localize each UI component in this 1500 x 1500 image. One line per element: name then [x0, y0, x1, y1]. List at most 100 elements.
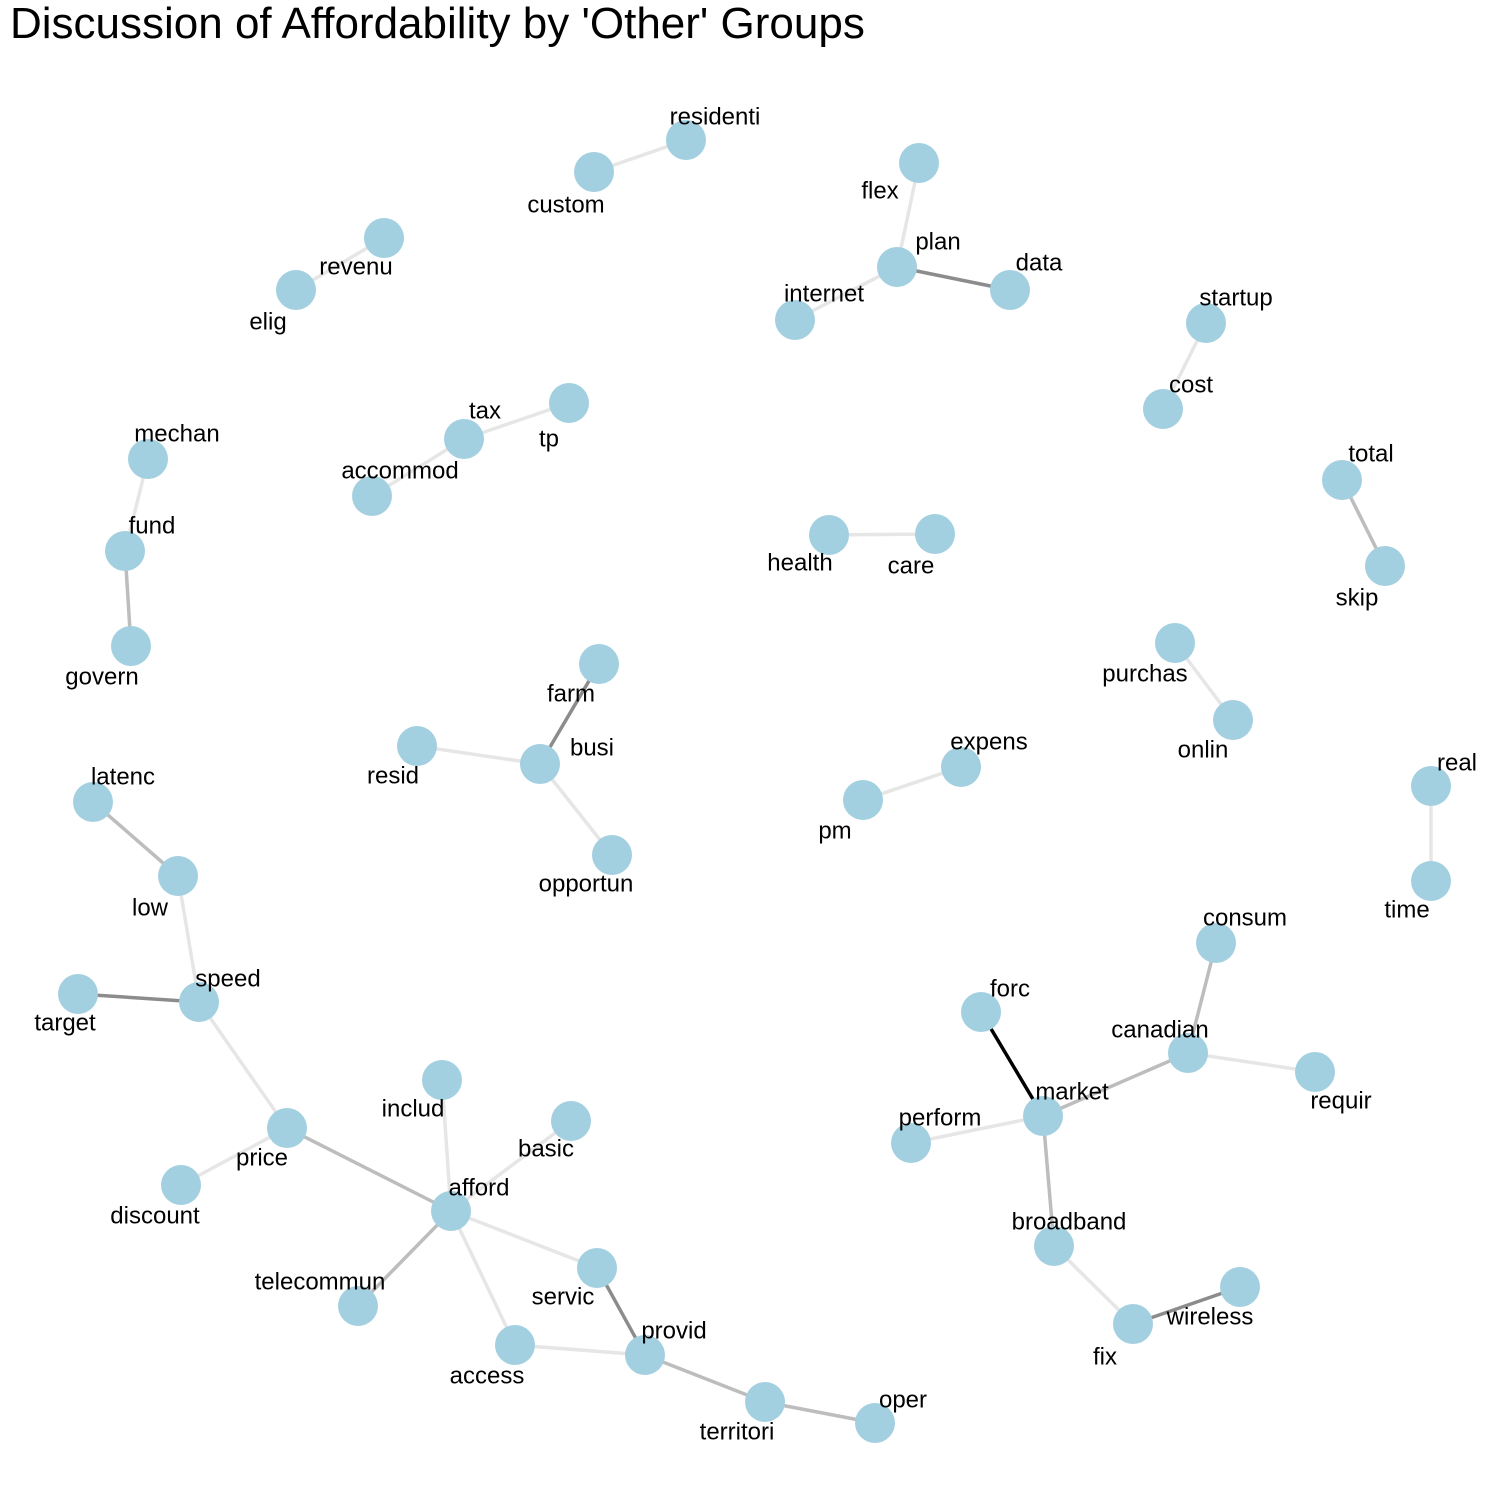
node-label-expens: expens	[950, 728, 1027, 755]
node-busi	[520, 744, 560, 784]
node-label-canadian: canadian	[1111, 1016, 1208, 1043]
node-label-opportun: opportun	[539, 870, 634, 897]
edge-canadian-requir	[1187, 1051, 1316, 1074]
node-startup	[1186, 303, 1226, 343]
edge-includ-afford	[440, 1079, 453, 1212]
node-tp	[549, 383, 589, 423]
edge-forc-market	[979, 1011, 1045, 1117]
edge-price-afford	[286, 1126, 452, 1213]
node-label-fix: fix	[1093, 1343, 1117, 1370]
edge-speed-price	[197, 1000, 289, 1130]
node-label-broadband: broadband	[1012, 1208, 1127, 1235]
node-tax	[444, 419, 484, 459]
node-label-plan: plan	[915, 228, 960, 255]
node-label-startup: startup	[1199, 284, 1272, 311]
node-label-onlin: onlin	[1178, 736, 1229, 763]
node-afford	[431, 1191, 471, 1231]
node-includ	[422, 1060, 462, 1100]
node-label-cost: cost	[1169, 371, 1213, 398]
node-consum	[1196, 923, 1236, 963]
chart-title: Discussion of Affordability by 'Other' G…	[10, 0, 865, 48]
node-label-time: time	[1384, 896, 1429, 923]
node-label-oper: oper	[879, 1386, 927, 1413]
node-skip	[1365, 546, 1405, 586]
node-label-residenti: residenti	[670, 103, 761, 130]
node-label-health: health	[767, 549, 832, 576]
node-purchas	[1155, 623, 1195, 663]
node-fix	[1113, 1304, 1153, 1344]
node-label-data: data	[1016, 249, 1063, 276]
node-real	[1411, 766, 1451, 806]
node-market	[1023, 1096, 1063, 1136]
node-label-real: real	[1437, 749, 1477, 776]
node-label-revenu: revenu	[319, 253, 392, 280]
edge-canadian-market	[1042, 1051, 1189, 1118]
node-servic	[577, 1248, 617, 1288]
node-label-forc: forc	[990, 975, 1030, 1002]
node-price	[267, 1108, 307, 1148]
node-label-target: target	[34, 1009, 96, 1036]
node-expens	[941, 747, 981, 787]
node-label-territori: territori	[700, 1418, 775, 1445]
node-basic	[551, 1101, 591, 1141]
node-label-latenc: latenc	[91, 763, 155, 790]
node-time	[1411, 861, 1451, 901]
node-provid	[625, 1335, 665, 1375]
edge-access-provid	[514, 1343, 646, 1357]
node-label-accommod: accommod	[341, 457, 458, 484]
node-mechan	[128, 439, 168, 479]
node-accommod	[352, 476, 392, 516]
node-plan	[877, 247, 917, 287]
node-label-mechan: mechan	[134, 420, 219, 447]
node-label-requir: requir	[1310, 1087, 1371, 1114]
node-label-care: care	[888, 552, 935, 579]
node-label-tp: tp	[539, 425, 559, 452]
node-total	[1322, 460, 1362, 500]
node-label-custom: custom	[527, 191, 604, 218]
node-label-market: market	[1035, 1078, 1109, 1105]
node-govern	[111, 626, 151, 666]
node-low	[158, 856, 198, 896]
edge-low-speed	[176, 875, 201, 1003]
node-label-telecommun: telecommun	[255, 1268, 386, 1295]
node-label-speed: speed	[195, 965, 260, 992]
edge-provid-territori	[644, 1353, 766, 1404]
node-label-skip: skip	[1336, 584, 1379, 611]
node-pm	[843, 780, 883, 820]
edge-perform-market	[910, 1114, 1044, 1145]
node-target	[58, 974, 98, 1014]
node-label-consum: consum	[1203, 904, 1287, 931]
node-label-elig: elig	[249, 308, 286, 335]
node-resid	[397, 726, 437, 766]
node-broadband	[1034, 1226, 1074, 1266]
nodes-layer	[58, 120, 1451, 1443]
node-flex	[899, 143, 939, 183]
edge-target-speed	[77, 992, 200, 1004]
node-label-servic: servic	[532, 1283, 595, 1310]
node-label-purchas: purchas	[1102, 660, 1187, 687]
node-cost	[1143, 389, 1183, 429]
node-wireless	[1220, 1267, 1260, 1307]
node-telecommun	[338, 1286, 378, 1326]
node-label-fund: fund	[129, 512, 176, 539]
node-discount	[161, 1165, 201, 1205]
node-revenu	[364, 218, 404, 258]
node-label-farm: farm	[547, 680, 595, 707]
node-label-price: price	[236, 1144, 288, 1171]
node-territori	[745, 1382, 785, 1422]
node-label-discount: discount	[110, 1202, 200, 1229]
node-farm	[579, 644, 619, 684]
node-label-basic: basic	[518, 1135, 574, 1162]
edge-resid-busi	[416, 744, 541, 766]
node-opportun	[592, 835, 632, 875]
node-label-flex: flex	[861, 177, 898, 204]
node-requir	[1295, 1052, 1335, 1092]
node-speed	[179, 982, 219, 1022]
node-perform	[891, 1123, 931, 1163]
node-internet	[775, 300, 815, 340]
node-label-govern: govern	[65, 663, 138, 690]
node-label-perform: perform	[899, 1104, 982, 1131]
node-oper	[855, 1403, 895, 1443]
edge-afford-servic	[450, 1209, 598, 1270]
node-label-internet: internet	[784, 280, 864, 307]
